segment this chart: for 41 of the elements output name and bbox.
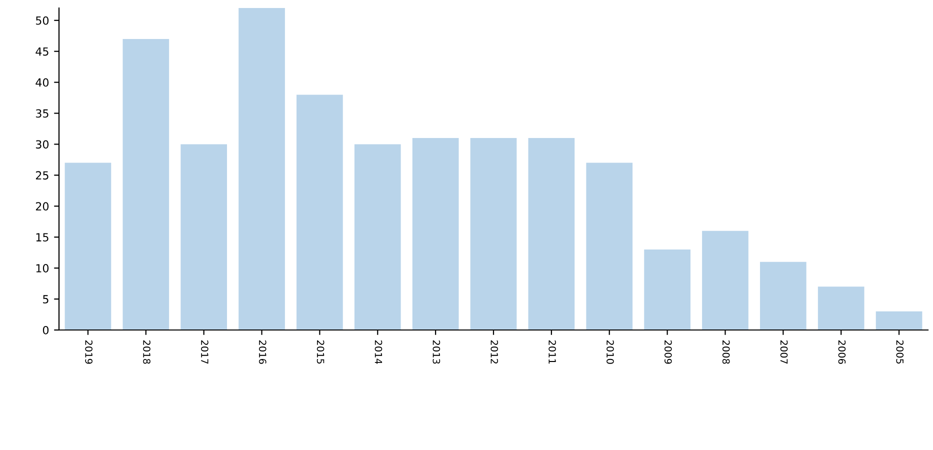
y-tick-label: 25 — [36, 171, 48, 180]
x-tick-label: 2009 — [664, 340, 672, 364]
bar — [586, 162, 633, 330]
bar — [702, 230, 748, 330]
x-tick-label: 2008 — [722, 340, 730, 364]
y-tick-label: 5 — [43, 295, 48, 304]
x-tick-label: 2019 — [85, 340, 92, 364]
bar — [528, 138, 575, 330]
y-tick-label: 20 — [36, 202, 49, 211]
x-tick-label: 2015 — [316, 340, 324, 364]
bar — [818, 286, 864, 330]
x-tick-label: 2010 — [606, 340, 614, 364]
bar — [644, 250, 690, 330]
y-tick-label: 0 — [42, 326, 49, 334]
x-tick-label: 2012 — [490, 340, 498, 364]
x-tick-label: 2007 — [780, 340, 788, 364]
x-tick-label: 2005 — [896, 340, 904, 364]
y-tick-label: 10 — [36, 264, 49, 272]
y-tick-label: 30 — [36, 140, 49, 149]
x-tick-label: 2006 — [838, 340, 846, 364]
x-tick-label: 2011 — [548, 340, 556, 364]
x-tick-label: 2014 — [374, 340, 382, 364]
y-tick-label: 40 — [36, 78, 49, 87]
y-tick-label: 35 — [36, 109, 48, 118]
bar — [470, 138, 517, 330]
bar — [296, 94, 343, 330]
x-tick-label: 2013 — [432, 340, 440, 364]
bar — [122, 38, 170, 330]
bar — [238, 8, 285, 330]
x-tick-label: 2016 — [258, 340, 266, 364]
y-tick-label: 50 — [36, 16, 49, 25]
bar — [354, 144, 401, 330]
bar — [760, 262, 806, 330]
bar — [412, 138, 459, 330]
x-tick-label: 2018 — [143, 340, 150, 364]
y-tick-label: 45 — [36, 47, 48, 56]
bar — [876, 311, 922, 330]
bar — [64, 162, 112, 330]
y-tick-label: 15 — [36, 233, 48, 242]
x-tick-label: 2017 — [201, 340, 208, 364]
bar — [180, 144, 228, 330]
